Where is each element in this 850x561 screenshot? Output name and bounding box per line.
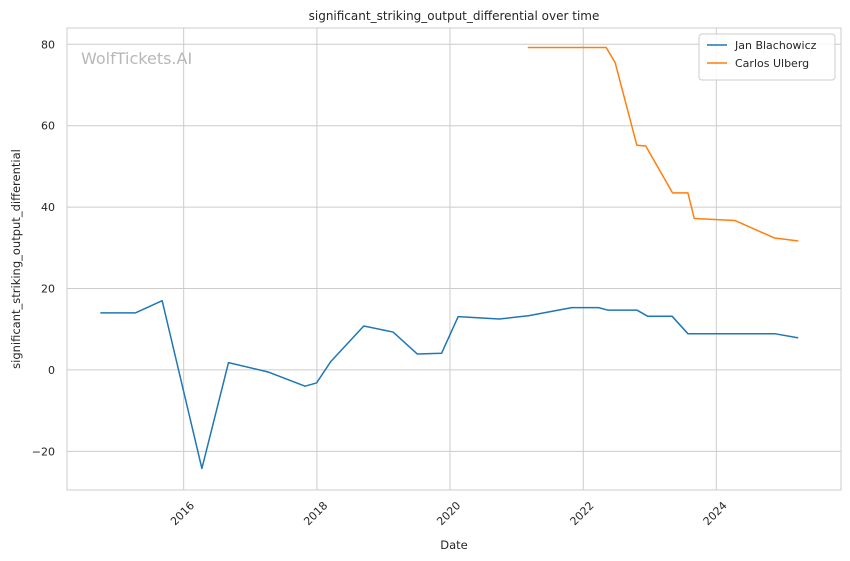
series-line-carlos-ulberg (527, 46, 799, 242)
y-tick-label: 20 (41, 283, 55, 296)
y-tick-label: 60 (41, 120, 55, 133)
x-tick-labels: 2016 2018 2020 2022 2024 (168, 499, 730, 528)
legend: Jan Blachowicz Carlos Ulberg (698, 33, 836, 81)
legend-entry: Carlos Ulberg (735, 57, 809, 70)
x-tick-label: 2024 (701, 499, 730, 528)
x-tick-label: 2022 (568, 499, 597, 528)
x-tick-label: 2018 (301, 499, 330, 528)
y-axis-label: significant_striking_output_differential (9, 149, 23, 369)
series-group (100, 46, 799, 470)
y-tick-label: 0 (48, 364, 55, 377)
x-axis-label: Date (440, 538, 468, 552)
grid (67, 28, 841, 490)
y-tick-label: 80 (41, 38, 55, 51)
y-tick-label: −20 (32, 445, 55, 458)
legend-entry: Jan Blachowicz (734, 39, 817, 52)
series-line-jan-blachowicz (100, 299, 799, 470)
legend-box (698, 33, 836, 81)
watermark: WolfTickets.AI (81, 49, 192, 68)
x-tick-label: 2016 (168, 499, 197, 528)
plot-frame (66, 27, 842, 491)
x-tick-label: 2020 (434, 499, 463, 528)
chart-title: significant_striking_output_differential… (309, 9, 600, 23)
y-tick-labels: −20 0 20 40 60 80 (32, 38, 55, 458)
y-tick-label: 40 (41, 201, 55, 214)
plot-background (67, 28, 841, 490)
